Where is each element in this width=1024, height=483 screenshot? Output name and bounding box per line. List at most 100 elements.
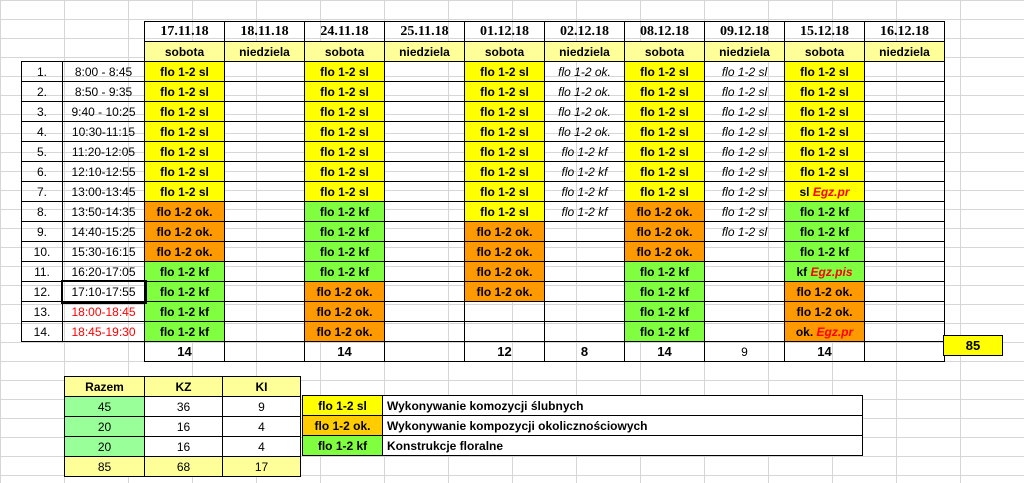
schedule-cell[interactable]: flo 1-2 sl bbox=[704, 141, 785, 162]
schedule-cell[interactable] bbox=[384, 281, 465, 302]
schedule-cell[interactable]: flo 1-2 sl bbox=[784, 161, 865, 182]
schedule-cell[interactable] bbox=[224, 201, 305, 222]
schedule-cell[interactable]: sl Egz.pr bbox=[784, 181, 865, 202]
schedule-cell[interactable]: flo 1-2 kf bbox=[624, 301, 705, 322]
legend-code-sl[interactable]: flo 1-2 sl bbox=[302, 395, 383, 416]
summary-kz-cell[interactable]: 36 bbox=[144, 396, 223, 417]
schedule-cell[interactable]: flo 1-2 kf bbox=[304, 201, 385, 222]
date-cell[interactable]: 08.12.18 bbox=[624, 21, 705, 42]
schedule-cell[interactable] bbox=[224, 281, 305, 302]
summary-kz-cell[interactable]: 16 bbox=[144, 436, 223, 457]
summary-header-kz[interactable]: KZ bbox=[144, 376, 223, 397]
lesson-number[interactable]: 1. bbox=[21, 61, 63, 82]
lesson-time[interactable]: 16:20-17:05 bbox=[62, 261, 145, 282]
schedule-cell[interactable]: flo 1-2 kf bbox=[304, 241, 385, 262]
schedule-cell[interactable] bbox=[384, 121, 465, 142]
day-cell[interactable]: niedziela bbox=[864, 41, 945, 62]
legend-desc[interactable]: Wykonywanie komozycji ślubnych bbox=[382, 395, 863, 416]
schedule-cell[interactable]: flo 1-2 sl bbox=[144, 141, 225, 162]
schedule-cell[interactable]: flo 1-2 sl bbox=[704, 181, 785, 202]
schedule-cell[interactable]: flo 1-2 ok. bbox=[304, 281, 385, 302]
total-cell[interactable] bbox=[224, 341, 305, 362]
total-cell[interactable]: 8 bbox=[544, 341, 625, 362]
summary-total-razem[interactable]: 85 bbox=[64, 456, 145, 477]
schedule-cell[interactable] bbox=[224, 101, 305, 122]
schedule-cell[interactable] bbox=[384, 261, 465, 282]
schedule-cell[interactable] bbox=[704, 301, 785, 322]
schedule-cell[interactable] bbox=[384, 101, 465, 122]
schedule-cell[interactable] bbox=[864, 161, 945, 182]
schedule-cell[interactable]: flo 1-2 kf bbox=[544, 181, 625, 202]
schedule-cell[interactable] bbox=[384, 181, 465, 202]
schedule-cell[interactable]: kf Egz.pis bbox=[784, 261, 865, 282]
legend-code-kf[interactable]: flo 1-2 kf bbox=[302, 435, 383, 456]
schedule-cell[interactable]: flo 1-2 ok. bbox=[784, 281, 865, 302]
day-cell[interactable]: niedziela bbox=[384, 41, 465, 62]
schedule-cell[interactable] bbox=[864, 181, 945, 202]
day-cell[interactable]: sobota bbox=[784, 41, 865, 62]
date-cell[interactable]: 02.12.18 bbox=[544, 21, 625, 42]
legend-desc[interactable]: Konstrukcje floralne bbox=[382, 435, 863, 456]
lesson-number[interactable]: 12. bbox=[21, 281, 63, 302]
day-cell[interactable]: sobota bbox=[624, 41, 705, 62]
total-cell[interactable] bbox=[384, 341, 465, 362]
schedule-cell[interactable]: flo 1-2 sl bbox=[464, 81, 545, 102]
summary-ki-cell[interactable]: 4 bbox=[222, 416, 301, 437]
lesson-number[interactable]: 5. bbox=[21, 141, 63, 162]
schedule-cell[interactable] bbox=[224, 61, 305, 82]
schedule-cell[interactable]: flo 1-2 ok. bbox=[544, 61, 625, 82]
schedule-cell[interactable] bbox=[544, 221, 625, 242]
schedule-cell[interactable]: flo 1-2 sl bbox=[464, 101, 545, 122]
schedule-cell[interactable] bbox=[544, 281, 625, 302]
day-cell[interactable]: niedziela bbox=[704, 41, 785, 62]
schedule-cell[interactable]: flo 1-2 ok. bbox=[304, 321, 385, 342]
lesson-number[interactable]: 7. bbox=[21, 181, 63, 202]
lesson-time[interactable]: 12:10-12:55 bbox=[62, 161, 145, 182]
date-cell[interactable]: 24.11.18 bbox=[304, 21, 385, 42]
schedule-cell[interactable] bbox=[544, 301, 625, 322]
schedule-cell[interactable]: flo 1-2 sl bbox=[304, 121, 385, 142]
schedule-cell[interactable]: flo 1-2 sl bbox=[144, 161, 225, 182]
schedule-cell[interactable]: flo 1-2 ok. bbox=[544, 121, 625, 142]
schedule-cell[interactable]: flo 1-2 kf bbox=[784, 221, 865, 242]
schedule-cell[interactable]: flo 1-2 kf bbox=[784, 241, 865, 262]
lesson-number[interactable]: 4. bbox=[21, 121, 63, 142]
schedule-cell[interactable] bbox=[224, 261, 305, 282]
summary-header-ki[interactable]: KI bbox=[222, 376, 301, 397]
schedule-cell[interactable] bbox=[864, 281, 945, 302]
schedule-cell[interactable]: flo 1-2 sl bbox=[704, 221, 785, 242]
total-cell[interactable]: 14 bbox=[624, 341, 705, 362]
schedule-cell[interactable] bbox=[384, 221, 465, 242]
schedule-cell[interactable] bbox=[384, 301, 465, 322]
lesson-number[interactable]: 9. bbox=[21, 221, 63, 242]
schedule-cell[interactable]: flo 1-2 sl bbox=[624, 61, 705, 82]
schedule-cell[interactable] bbox=[704, 241, 785, 262]
schedule-cell[interactable]: flo 1-2 sl bbox=[784, 141, 865, 162]
schedule-cell[interactable]: flo 1-2 sl bbox=[464, 201, 545, 222]
date-cell[interactable]: 25.11.18 bbox=[384, 21, 465, 42]
schedule-cell[interactable] bbox=[224, 181, 305, 202]
schedule-cell[interactable]: flo 1-2 sl bbox=[704, 101, 785, 122]
lesson-number[interactable]: 3. bbox=[21, 101, 63, 122]
summary-razem-cell[interactable]: 45 bbox=[64, 396, 145, 417]
lesson-time[interactable]: 8:50 - 9:35 bbox=[62, 81, 145, 102]
lesson-number[interactable]: 8. bbox=[21, 201, 63, 222]
schedule-cell[interactable] bbox=[224, 221, 305, 242]
summary-razem-cell[interactable]: 20 bbox=[64, 436, 145, 457]
schedule-cell[interactable]: flo 1-2 kf bbox=[624, 321, 705, 342]
lesson-number[interactable]: 2. bbox=[21, 81, 63, 102]
schedule-cell[interactable]: flo 1-2 kf bbox=[144, 281, 225, 302]
schedule-cell[interactable]: flo 1-2 ok. bbox=[624, 241, 705, 262]
schedule-cell[interactable] bbox=[224, 161, 305, 182]
schedule-cell[interactable]: flo 1-2 sl bbox=[784, 81, 865, 102]
schedule-cell[interactable]: flo 1-2 sl bbox=[304, 61, 385, 82]
lesson-time[interactable]: 11:20-12:05 bbox=[62, 141, 145, 162]
lesson-time[interactable]: 18:00-18:45 bbox=[62, 301, 145, 322]
legend-code-ok[interactable]: flo 1-2 ok. bbox=[302, 415, 383, 436]
schedule-cell[interactable]: flo 1-2 kf bbox=[784, 201, 865, 222]
date-cell[interactable]: 15.12.18 bbox=[784, 21, 865, 42]
schedule-cell[interactable]: flo 1-2 sl bbox=[304, 81, 385, 102]
schedule-cell[interactable]: flo 1-2 sl bbox=[144, 181, 225, 202]
schedule-cell[interactable] bbox=[864, 301, 945, 322]
schedule-cell[interactable] bbox=[864, 101, 945, 122]
